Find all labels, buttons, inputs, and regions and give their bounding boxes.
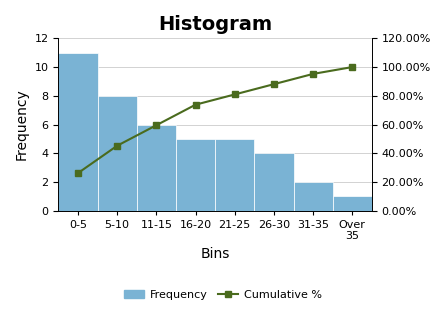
Bar — [58, 53, 98, 211]
X-axis label: Bins: Bins — [200, 247, 230, 261]
Bar — [137, 125, 176, 211]
Legend: Frequency, Cumulative %: Frequency, Cumulative % — [120, 286, 326, 304]
Bar — [176, 139, 215, 211]
Bar — [333, 196, 372, 211]
Bar — [215, 139, 254, 211]
Title: Histogram: Histogram — [158, 15, 272, 34]
Bar — [293, 182, 333, 211]
Bar — [254, 153, 293, 211]
Y-axis label: Frequency: Frequency — [15, 89, 29, 160]
Bar — [98, 96, 137, 211]
